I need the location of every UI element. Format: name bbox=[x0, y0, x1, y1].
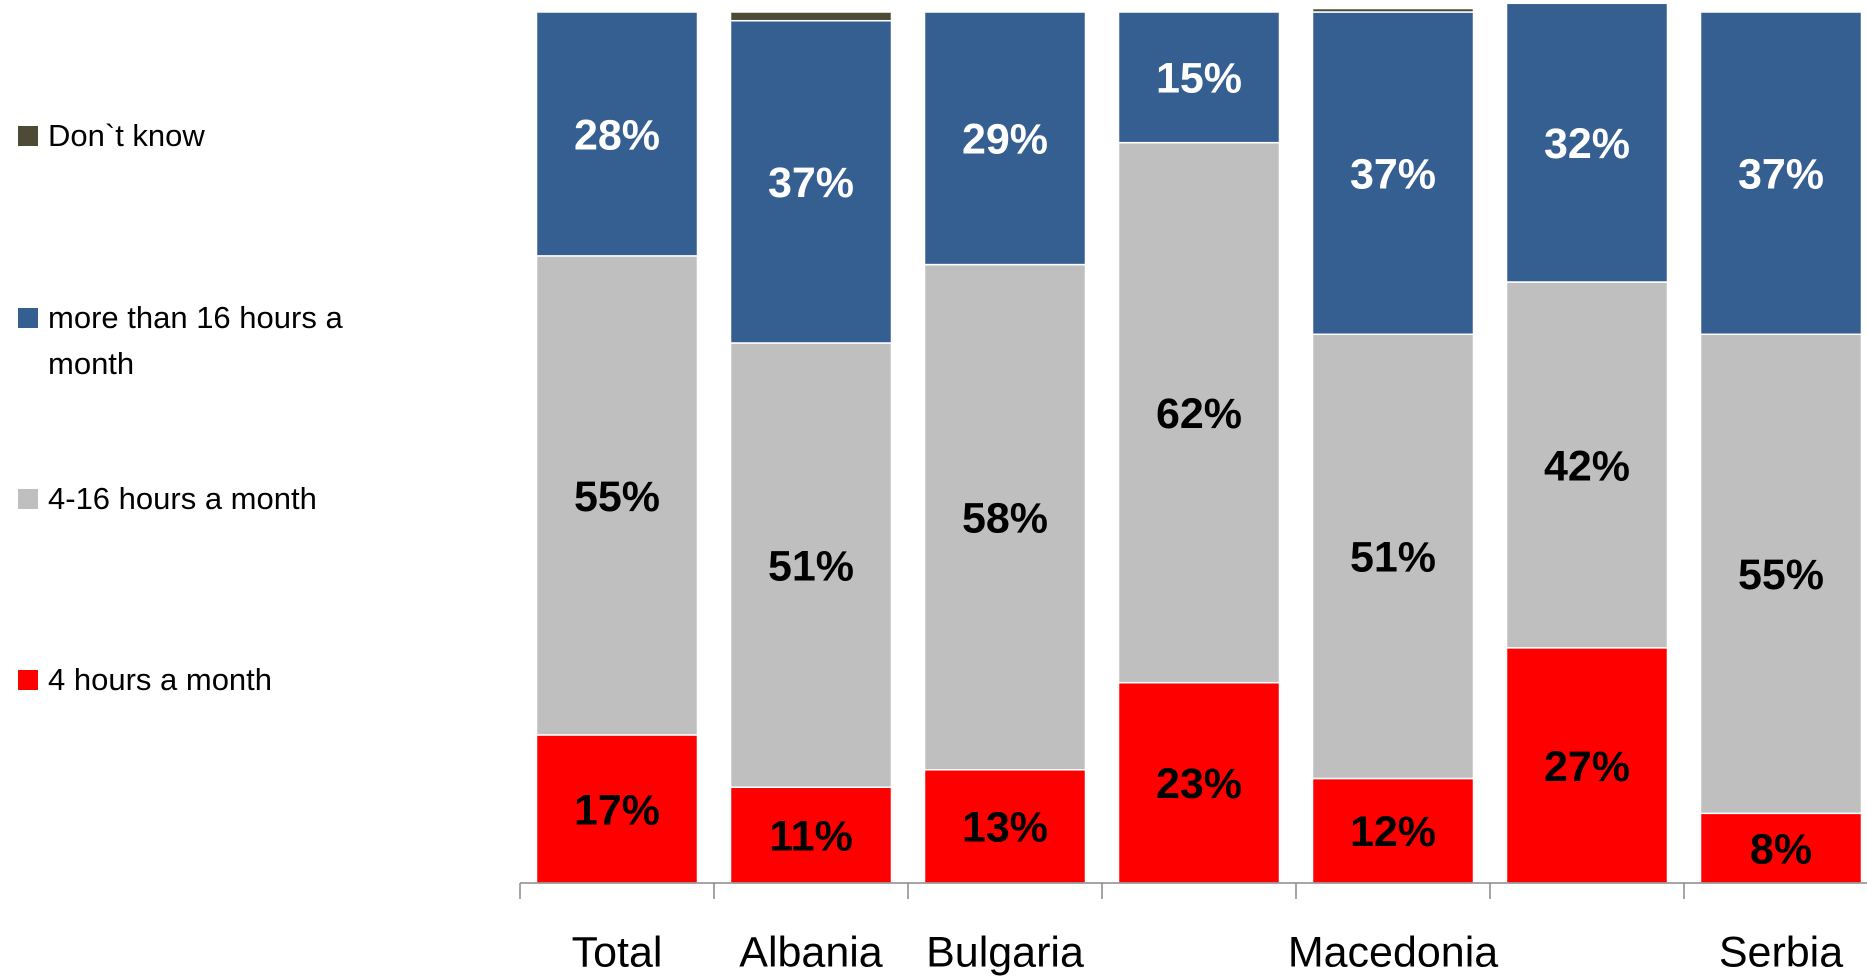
data-label: 11% bbox=[769, 812, 853, 860]
legend-swatch bbox=[18, 670, 38, 690]
data-label: 62% bbox=[1156, 390, 1242, 438]
bar-segment bbox=[1311, 7, 1475, 13]
data-label: 55% bbox=[574, 473, 660, 521]
legend-swatch bbox=[18, 308, 38, 328]
bar-segment bbox=[729, 19, 893, 344]
data-label: 28% bbox=[574, 111, 660, 159]
data-label: 51% bbox=[768, 542, 854, 590]
bar-segment bbox=[1699, 11, 1863, 336]
legend-label: 4 hours a month bbox=[48, 662, 273, 697]
bar-segment bbox=[729, 342, 893, 788]
x-tick-label: Macedonia bbox=[1288, 928, 1498, 976]
data-label: 55% bbox=[1738, 551, 1824, 599]
bar-segment bbox=[923, 263, 1087, 771]
bar-segment bbox=[923, 769, 1087, 884]
data-label: 13% bbox=[962, 804, 1048, 852]
data-label: 58% bbox=[962, 495, 1048, 543]
data-label: 27% bbox=[1544, 743, 1630, 791]
legend-label: Don`t know bbox=[48, 118, 205, 153]
bar-segment bbox=[535, 734, 699, 884]
bar-segment bbox=[535, 11, 699, 257]
data-label: 51% bbox=[1350, 534, 1436, 582]
legend-swatch bbox=[18, 126, 38, 146]
bar-segment bbox=[1117, 141, 1281, 684]
bar-segment bbox=[1117, 11, 1281, 144]
data-label: 37% bbox=[1350, 150, 1436, 198]
data-label: 17% bbox=[574, 786, 660, 834]
bar-segment bbox=[1311, 777, 1475, 884]
legend-label: more than 16 hours a month bbox=[48, 300, 343, 381]
x-tick-label: Bulgaria bbox=[926, 928, 1084, 976]
data-label: 37% bbox=[1738, 150, 1824, 198]
bar-segment bbox=[923, 11, 1087, 266]
bar-segment bbox=[1505, 647, 1669, 884]
x-tick-label: Total bbox=[572, 928, 663, 976]
data-label: 29% bbox=[962, 116, 1048, 164]
bar-segment bbox=[1311, 11, 1475, 336]
bar-segment bbox=[1505, 2, 1669, 283]
bar-segment bbox=[729, 11, 893, 22]
legend-item: 4 hours a month bbox=[18, 657, 398, 703]
legend-label: 4-16 hours a month bbox=[48, 481, 317, 516]
bar-segment bbox=[1699, 812, 1863, 884]
data-label: 42% bbox=[1544, 442, 1630, 490]
bar-segment bbox=[1505, 281, 1669, 649]
legend-swatch bbox=[18, 489, 38, 509]
data-label: 23% bbox=[1156, 760, 1242, 808]
bar-segment bbox=[1699, 333, 1863, 815]
bar-segment bbox=[1311, 333, 1475, 780]
data-label: 37% bbox=[768, 159, 854, 207]
data-label: 32% bbox=[1544, 120, 1630, 168]
legend-item: Don`t know bbox=[18, 113, 398, 159]
x-tick-label: Serbia bbox=[1719, 928, 1843, 976]
legend-item: more than 16 hours a month bbox=[18, 295, 398, 387]
data-label: 15% bbox=[1156, 55, 1242, 103]
data-label: 8% bbox=[1750, 826, 1812, 874]
x-tick-label: Albania bbox=[739, 928, 883, 976]
legend-item: 4-16 hours a month bbox=[18, 476, 398, 522]
data-label: 12% bbox=[1350, 808, 1436, 856]
